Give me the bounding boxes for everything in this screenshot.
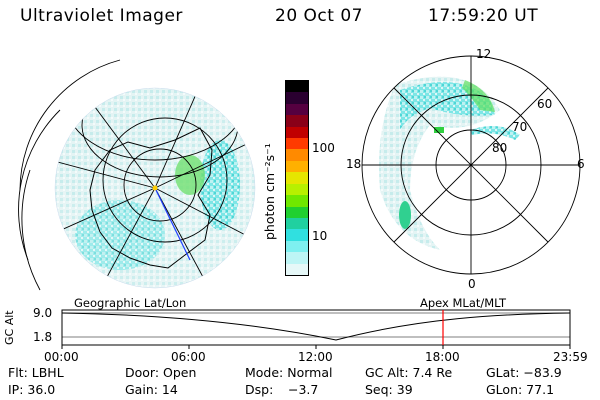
dsp-value: −3.7 <box>288 382 319 397</box>
colorbar <box>285 80 309 276</box>
colorbar-band <box>286 183 308 196</box>
left-projection-label: Geographic Lat/Lon <box>74 296 187 310</box>
xtick-0000: 00:00 <box>44 350 79 364</box>
lat-80-label: 80 <box>492 141 508 155</box>
colorbar-band <box>286 81 308 93</box>
gain-info: Gain: 14 <box>125 382 178 397</box>
colorbar-band <box>286 160 308 173</box>
lat-60-label: 60 <box>537 97 553 111</box>
gc-alt-info: GC Alt: 7.4 Re <box>365 365 453 380</box>
colorbar-tick-10: 10 <box>312 229 328 243</box>
mode-info: Mode: Normal <box>245 365 333 380</box>
mlt-12-label: 12 <box>476 47 492 61</box>
ip-info: IP: 36.0 <box>8 382 56 397</box>
colorbar-band <box>286 195 308 208</box>
colorbar-band <box>286 263 308 276</box>
seq-info: Seq: 39 <box>365 382 413 397</box>
mlt-0-label: 0 <box>468 277 476 291</box>
xtick-0600: 06:00 <box>171 350 206 364</box>
altitude-ytick-1-8: 1.8 <box>33 330 53 344</box>
geographic-map <box>55 88 255 288</box>
colorbar-band <box>286 149 308 162</box>
right-projection-label: Apex MLat/MLT <box>420 296 507 310</box>
mlt-18-label: 18 <box>346 157 362 171</box>
mlt-6-label: 6 <box>577 157 585 171</box>
colorbar-band <box>286 115 308 128</box>
door-info: Door: Open <box>125 365 197 380</box>
glon-info: GLon: 77.1 <box>486 382 555 397</box>
apex-dial <box>379 76 520 251</box>
xtick-1800: 18:00 <box>425 350 460 364</box>
colorbar-band <box>286 217 308 230</box>
colorbar-band <box>286 172 308 185</box>
colorbar-tick-100: 100 <box>312 141 335 155</box>
colorbar-band <box>286 206 308 219</box>
lat-70-label: 70 <box>512 120 528 134</box>
instrument-title: Ultraviolet Imager <box>20 6 183 26</box>
colorbar-band <box>286 126 308 139</box>
colorbar-band <box>286 229 308 242</box>
filter-info: Flt: LBHL <box>8 365 64 380</box>
altitude-ylabel: GC Alt <box>3 310 16 345</box>
dsp-label: Dsp: <box>245 382 274 397</box>
time-label: 17:59:20 UT <box>428 6 539 26</box>
colorbar-band <box>286 103 308 116</box>
xtick-2359: 23:59 <box>553 350 588 364</box>
glat-info: GLat: −83.9 <box>486 365 562 380</box>
colorbar-band <box>286 240 308 253</box>
date-label: 20 Oct 07 <box>275 6 363 26</box>
colorbar-band <box>286 92 308 105</box>
colorbar-band <box>286 138 308 150</box>
colorbar-unit-label: photon cm⁻²s⁻¹ <box>262 143 277 240</box>
altitude-ytick-9: 9.0 <box>33 306 53 320</box>
colorbar-band <box>286 252 308 265</box>
xtick-1200: 12:00 <box>298 350 333 364</box>
